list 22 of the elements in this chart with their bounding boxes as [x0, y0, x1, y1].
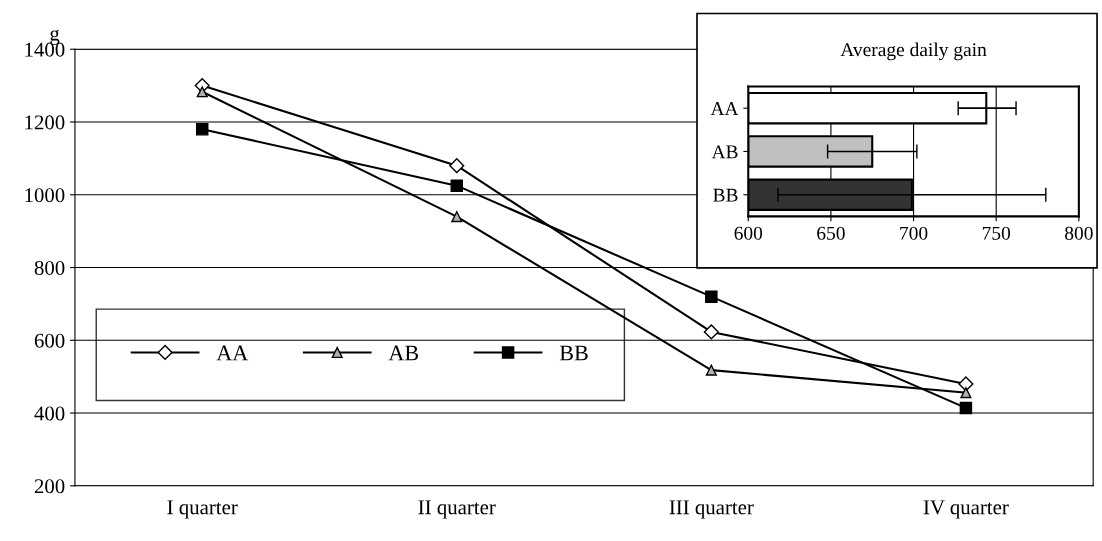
x-tick-label: I quarter: [167, 500, 238, 519]
y-tick-label: 1000: [25, 188, 65, 203]
y-tick-label: AB: [711, 145, 738, 159]
y-tick-label: 600: [34, 333, 65, 348]
y-tick-label: 1200: [25, 115, 65, 130]
x-tick-label: 800: [1065, 226, 1093, 240]
x-tick-label: 700: [900, 226, 928, 240]
x-tick-label: II quarter: [418, 500, 496, 519]
y-tick-label: BB: [713, 188, 738, 202]
legend-label: AB: [388, 345, 419, 361]
y-tick-label: 400: [34, 406, 65, 421]
y-tick-label: AA: [710, 102, 739, 115]
y-tick-label: 200: [34, 479, 65, 494]
chart-title: Average daily gain: [840, 42, 987, 61]
x-tick-label: 600: [734, 226, 763, 240]
x-tick-label: 750: [982, 226, 1011, 240]
legend-label: AA: [216, 345, 249, 361]
y-tick-label: 800: [34, 260, 65, 275]
x-tick-label: IV quarter: [923, 500, 1009, 519]
legend-label: BB: [559, 345, 588, 361]
x-tick-label: III quarter: [669, 500, 754, 519]
x-tick-label: 650: [817, 226, 845, 240]
